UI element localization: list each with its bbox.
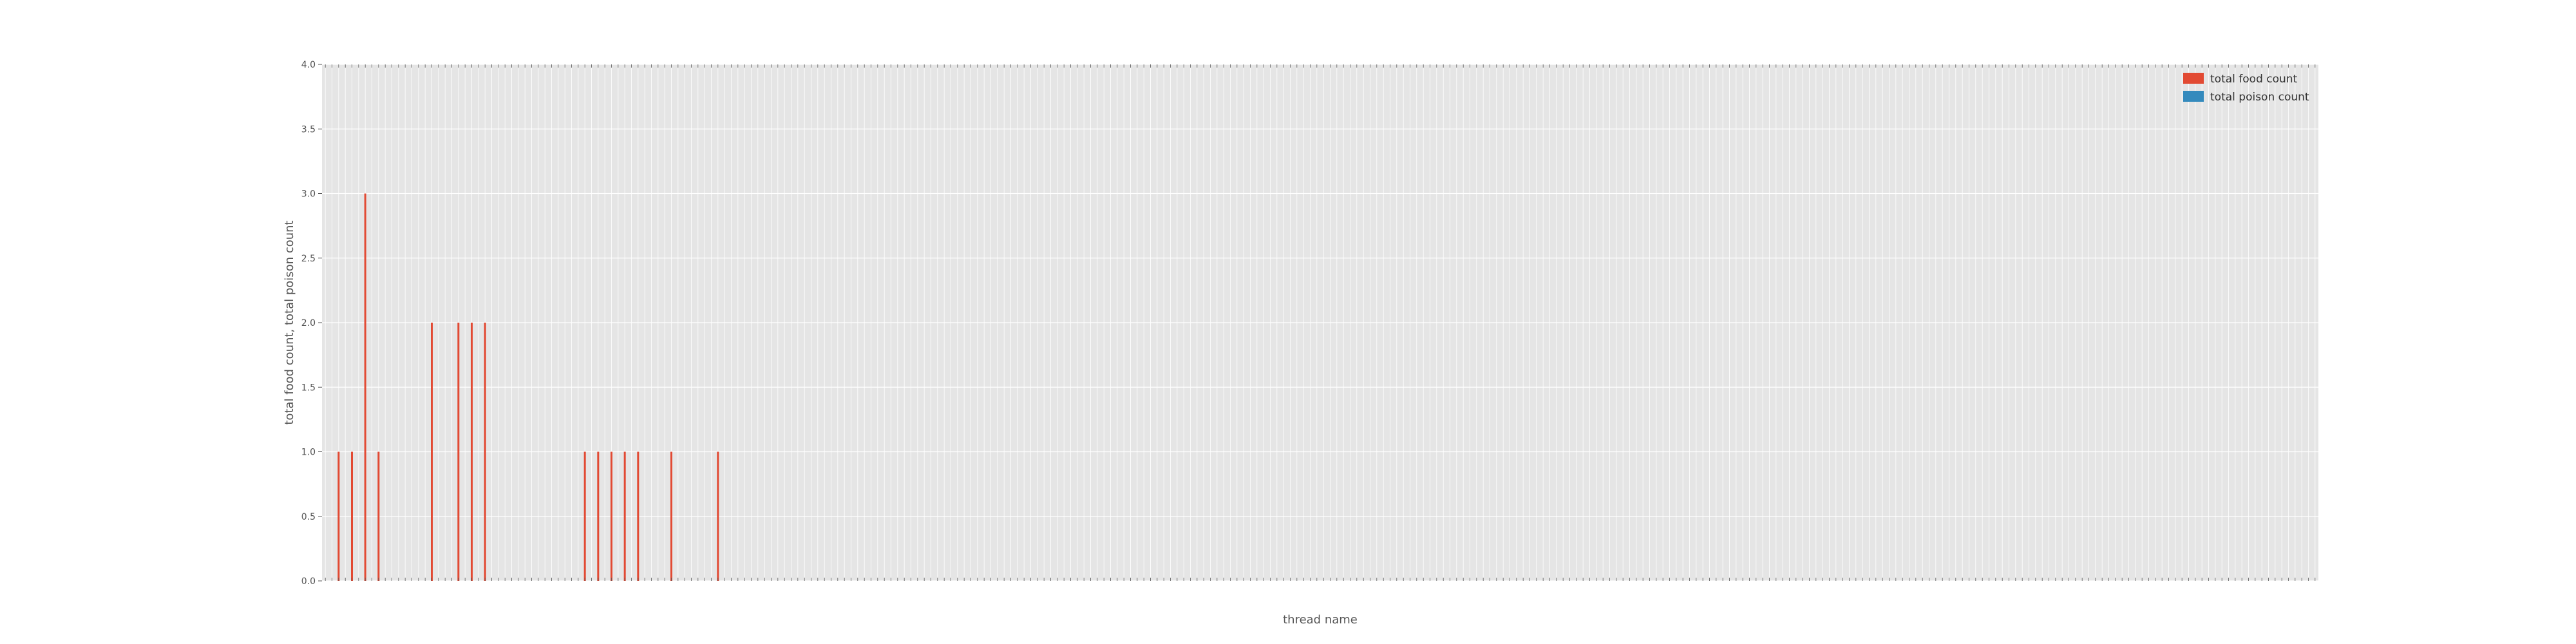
y-tick-label: 4.0 [301, 60, 316, 70]
bar-total-food-count [431, 323, 433, 581]
bar-total-food-count [637, 452, 639, 582]
bar-total-food-count [377, 452, 379, 582]
bar-total-food-count [717, 452, 719, 582]
legend-label-food: total food count [2210, 73, 2298, 86]
bar-total-food-count [457, 323, 459, 581]
bar-total-food-count [611, 452, 612, 582]
y-axis-ticks: 0.0 0.5 1.0 1.5 2.0 2.5 3.0 3.5 4.0 [301, 60, 322, 587]
bar-total-food-count [351, 452, 353, 582]
bar-total-food-count [597, 452, 599, 582]
x-axis-title: thread name [1283, 613, 1358, 627]
bar-total-food-count [484, 323, 486, 581]
legend-swatch-poison [2183, 91, 2204, 102]
bar-total-food-count [670, 452, 672, 582]
legend-swatch-food [2183, 73, 2204, 84]
y-tick-label: 0.5 [301, 512, 316, 522]
y-axis-title: total food count, total poison count [283, 220, 296, 424]
y-tick-label: 3.5 [301, 124, 316, 135]
y-tick-label: 1.0 [301, 448, 316, 458]
y-tick-label: 0.0 [301, 576, 316, 587]
bar-total-food-count [624, 452, 626, 582]
legend-label-poison: total poison count [2210, 91, 2309, 104]
bar-total-food-count [365, 194, 366, 582]
bar-total-food-count [337, 452, 339, 582]
y-tick-label: 2.0 [301, 318, 316, 328]
bar-total-food-count [584, 452, 586, 582]
bar-total-food-count [471, 323, 473, 581]
y-tick-label: 3.0 [301, 189, 316, 200]
y-tick-label: 1.5 [301, 383, 316, 393]
y-tick-label: 2.5 [301, 254, 316, 264]
